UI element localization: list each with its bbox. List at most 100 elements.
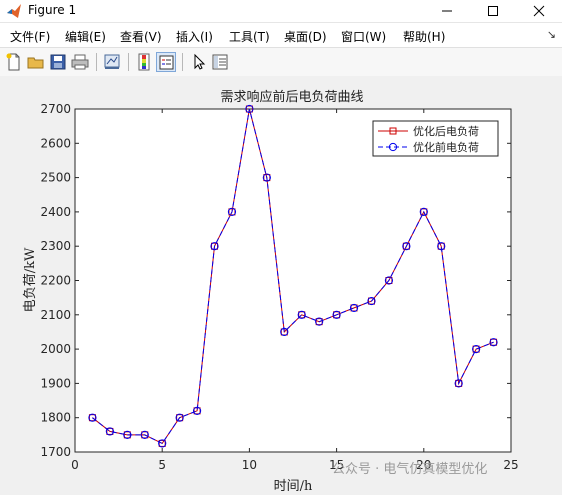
series-before	[88, 104, 498, 448]
legend-button[interactable]	[156, 52, 176, 72]
data-point-circle	[88, 413, 97, 422]
open-file-button[interactable]	[26, 52, 46, 72]
menu-file[interactable]: 文件(F)	[10, 30, 51, 44]
data-point-circle	[140, 430, 149, 439]
property-editor-icon	[212, 54, 228, 70]
open-file-icon	[27, 57, 44, 69]
y-tick-label: 1700	[40, 445, 71, 459]
watermark-text: 公众号 · 电气仿真模型优化	[332, 462, 488, 477]
data-point-circle	[419, 207, 428, 216]
y-tick-label: 2400	[40, 205, 71, 219]
title-bar: Figure 1	[0, 0, 562, 23]
data-point-square	[367, 297, 375, 305]
data-point-circle	[297, 310, 306, 319]
data-point-square	[420, 208, 428, 216]
load-curve-chart: 需求响应前后电负荷曲线 0 5 10 15 20 25 1700 1800 1900 2000 21…	[23, 89, 519, 494]
pointer-icon	[194, 53, 206, 70]
data-point-circle	[454, 379, 463, 388]
y-axis-label: 电负荷/kW	[23, 247, 38, 312]
y-tick-label: 2000	[40, 342, 71, 356]
x-tick-label: 10	[242, 458, 257, 472]
print-icon	[71, 54, 89, 70]
data-point-circle	[158, 439, 167, 448]
menu-window[interactable]: 窗口(W)	[341, 30, 387, 44]
data-point-circle	[227, 207, 237, 216]
data-point-square	[106, 427, 114, 435]
x-tick-label: 20	[416, 458, 431, 472]
y-tick-label: 1800	[40, 411, 71, 425]
data-point-circle	[315, 317, 324, 326]
legend-icon	[159, 55, 174, 70]
menu-help[interactable]: 帮助(H)	[403, 30, 446, 44]
data-point-square	[141, 431, 149, 439]
data-point-circle	[123, 430, 132, 439]
y-tick-label: 2200	[40, 274, 71, 288]
menu-edit[interactable]: 编辑(E)	[65, 30, 106, 44]
data-point-square	[245, 105, 253, 113]
maximize-icon	[488, 6, 498, 16]
menu-insert[interactable]: 插入(I)	[176, 30, 213, 44]
x-tick-label: 25	[503, 458, 518, 472]
menu-desktop[interactable]: 桌面(D)	[284, 30, 327, 44]
toolbar-separator	[128, 53, 129, 71]
pointer-button[interactable]	[188, 52, 208, 72]
y-tick-label: 2300	[40, 239, 71, 253]
chevron-icon[interactable]: ↘	[546, 28, 556, 41]
y-tick-label: 2500	[40, 171, 71, 185]
save-button[interactable]	[48, 52, 68, 72]
data-point-square	[176, 414, 184, 422]
data-point-circle	[192, 406, 202, 415]
property-editor-button[interactable]	[210, 52, 230, 72]
y-tick-label: 1900	[40, 376, 71, 390]
window-title: Figure 1	[28, 3, 77, 17]
data-point-square	[298, 311, 306, 319]
legend-label: 优化后电负荷	[413, 124, 479, 138]
x-tick-label: 15	[329, 458, 344, 472]
figure-canvas: 需求响应前后电负荷曲线 0 5 10 15 20 25 1700 1800 1900 2000 21…	[0, 76, 562, 494]
toolbar-separator	[96, 53, 97, 71]
new-figure-icon	[6, 53, 20, 71]
data-point-circle	[332, 310, 341, 319]
data-point-square	[315, 318, 323, 326]
maximize-button[interactable]	[470, 0, 516, 22]
axis-ticks: 0 5 10 15 20 25 1700 1800 1900 2000 2100 2200 2300 24…	[40, 102, 518, 472]
toolbar-separator	[182, 53, 183, 71]
y-tick-label: 2700	[40, 102, 71, 116]
data-point-square	[455, 379, 463, 387]
data-point-circle	[349, 303, 359, 313]
close-button[interactable]	[516, 0, 562, 22]
legend-marker-square	[389, 127, 397, 135]
legend-marker-circle	[388, 142, 398, 152]
new-figure-button[interactable]	[4, 52, 24, 72]
data-point-square	[472, 345, 480, 353]
data-point-circle	[175, 413, 184, 422]
data-point-circle	[367, 296, 376, 306]
save-icon	[50, 54, 66, 70]
data-point-circle	[489, 338, 498, 347]
minimize-icon	[442, 10, 452, 12]
colorbar-button[interactable]	[134, 52, 154, 72]
data-point-square	[350, 304, 358, 312]
data-point-square	[228, 208, 236, 216]
menu-bar: 文件(F) 编辑(E) 查看(V) 插入(I) 工具(T) 桌面(D) 窗口(W…	[0, 23, 562, 47]
x-tick-label: 5	[158, 458, 166, 472]
data-point-circle	[210, 242, 219, 251]
data-point-circle	[245, 104, 254, 114]
print-button[interactable]	[70, 52, 90, 72]
menu-tools[interactable]: 工具(T)	[229, 30, 270, 44]
data-point-circle	[437, 242, 446, 251]
legend-label: 优化前电负荷	[413, 140, 479, 154]
menu-view[interactable]: 查看(V)	[120, 30, 162, 44]
chart-title: 需求响应前后电负荷曲线	[220, 89, 363, 105]
link-plot-button[interactable]	[102, 52, 122, 72]
minimize-button[interactable]	[424, 0, 470, 22]
matlab-logo-icon	[7, 4, 21, 18]
x-tick-label: 0	[71, 458, 79, 472]
data-point-square	[490, 338, 498, 346]
data-point-circle	[402, 242, 411, 251]
colorbar-icon	[138, 53, 150, 71]
y-tick-label: 2600	[40, 136, 71, 150]
series-layer	[88, 104, 498, 448]
data-point-circle	[384, 276, 394, 285]
